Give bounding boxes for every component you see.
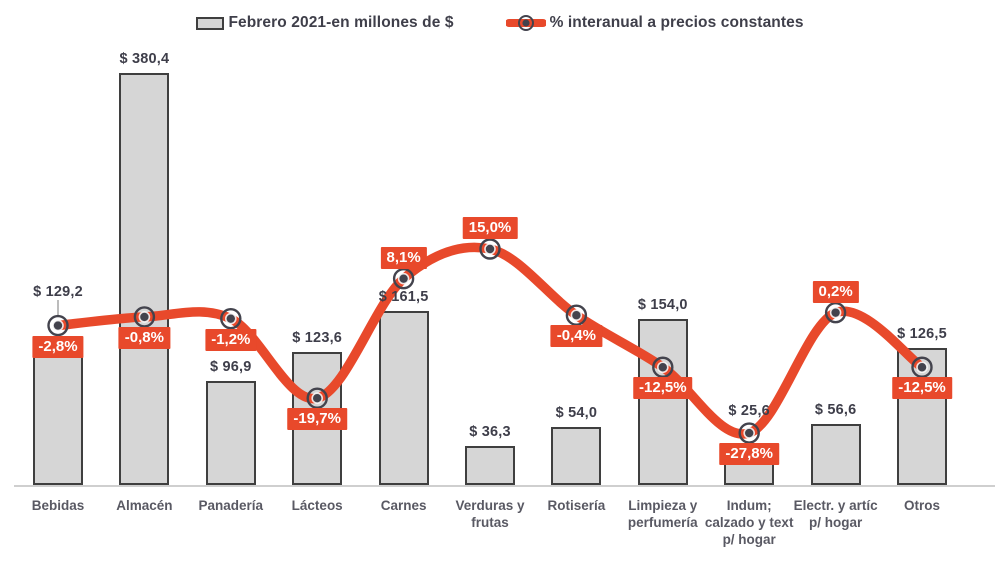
pct-callout-label: -12,5%	[892, 377, 952, 400]
pct-callout-label: 0,2%	[812, 280, 859, 303]
data-point-marker	[570, 309, 583, 322]
bar-8	[637, 318, 688, 486]
data-point-marker-ring	[652, 356, 674, 378]
bar-3	[205, 380, 256, 486]
category-label: Almacén	[116, 498, 173, 513]
pct-callout-label: -19,7%	[287, 408, 347, 431]
bar-value-label: $ 54,0	[555, 405, 598, 421]
data-point-marker-ring	[47, 314, 69, 337]
pct-callout-label: 15,0%	[462, 217, 518, 239]
data-point-marker	[225, 312, 237, 325]
data-point-marker	[916, 361, 928, 374]
bar-6	[465, 446, 515, 486]
bar-value-label: $ 123,6	[292, 329, 343, 346]
data-point-marker-ring	[220, 307, 242, 330]
bar-2	[119, 73, 170, 486]
data-point-marker	[829, 306, 842, 319]
data-point-marker-ring	[738, 422, 760, 444]
data-point-marker-ring	[565, 304, 588, 326]
pct-callout-label: 8,1%	[380, 246, 427, 269]
category-label: Panadería	[198, 498, 264, 513]
bar-value-label: $ 380,4	[119, 51, 170, 68]
category-label: Carnes	[380, 498, 427, 513]
bar-10	[810, 424, 861, 486]
category-label: Indum; calzado y text p/ hogar	[704, 498, 794, 547]
data-point-marker-ring	[306, 387, 328, 409]
bar-series-label: Febrero 2021-en millones de $	[228, 14, 454, 31]
data-point-marker	[138, 311, 151, 323]
category-label: Lácteos	[291, 498, 343, 513]
bar-value-label: $ 129,2	[33, 284, 83, 300]
bar-value-label: $ 25,6	[728, 403, 770, 419]
category-label: Otros	[903, 498, 940, 513]
trend-line	[53, 242, 927, 439]
bar-7	[551, 427, 602, 486]
bar-series-swatch-icon	[196, 16, 225, 30]
x-axis-line	[14, 485, 995, 487]
pct-callout-label: -1,2%	[205, 328, 257, 351]
category-label: Limpieza y perfumería	[627, 498, 698, 530]
bar-value-label: $ 36,3	[469, 424, 511, 441]
bar-value-label: $ 96,9	[210, 358, 252, 375]
bar-11	[897, 348, 947, 486]
bar-value-label: $ 154,0	[637, 296, 688, 313]
data-point-marker	[397, 272, 410, 285]
bar-value-label: $ 126,5	[897, 326, 947, 343]
legend: Febrero 2021-en millones de $ % interanu…	[0, 10, 1000, 36]
data-point-marker-ring	[133, 306, 156, 328]
data-point-marker	[743, 427, 756, 439]
pct-callout-label: -27,8%	[719, 443, 779, 466]
data-point-marker	[656, 361, 669, 374]
pct-callout-label: -2,8%	[32, 335, 84, 358]
data-point-marker-ring	[392, 267, 415, 290]
category-label: Electr. y artíc p/ hogar	[793, 498, 878, 530]
data-point-marker	[484, 243, 496, 255]
line-series-swatch-icon	[505, 15, 546, 31]
line-series-label: % interanual a precios constantes	[549, 14, 804, 31]
data-point-marker-ring	[824, 301, 847, 324]
pct-callout-label: -12,5%	[633, 377, 693, 400]
legend-item-bars: Febrero 2021-en millones de $	[196, 14, 453, 32]
data-point-marker	[311, 392, 324, 405]
bar-5	[378, 310, 429, 486]
pct-callout-label: -0,4%	[550, 325, 602, 348]
data-point-marker	[52, 319, 64, 332]
bar-value-label: $ 56,6	[814, 402, 857, 419]
category-label: Verduras y frutas	[455, 498, 525, 530]
bar-value-label: $ 161,5	[378, 288, 429, 305]
category-label: Bebidas	[31, 498, 85, 513]
data-point-marker-ring	[911, 356, 933, 378]
legend-item-line: % interanual a precios constantes	[505, 11, 804, 35]
category-label: Rotisería	[547, 498, 606, 513]
pct-callout-label: -0,8%	[118, 326, 170, 349]
data-point-marker-ring	[479, 238, 501, 260]
